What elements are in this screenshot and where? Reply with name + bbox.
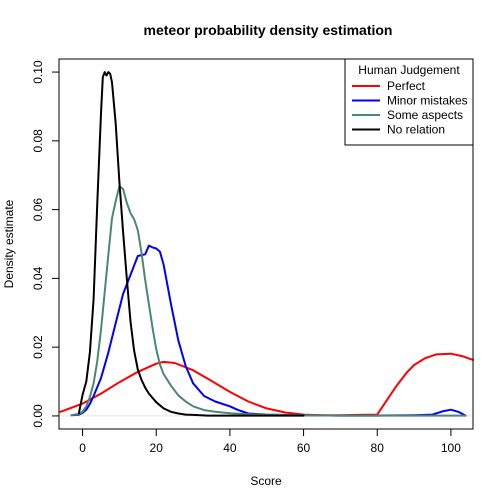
x-tick-label: 20 (150, 441, 164, 455)
series-line-no-relation (77, 71, 305, 417)
legend-label: Some aspects (387, 108, 463, 122)
legend-label: Minor mistakes (387, 94, 468, 108)
x-axis-label: Score (250, 474, 282, 488)
plot-lines (59, 71, 474, 417)
y-tick-label: 0.06 (31, 198, 45, 222)
y-axis-label: Density estimate (2, 199, 16, 288)
x-tick-label: 80 (371, 441, 385, 455)
legend-title: Human Judgement (358, 63, 460, 77)
y-tick-label: 0.08 (31, 129, 45, 153)
y-tick-label: 0.10 (31, 60, 45, 84)
y-tick-label: 0.02 (31, 335, 45, 359)
x-axis: 0 20 40 60 80 100 (79, 428, 461, 455)
series-line-perfect (59, 352, 474, 417)
x-tick-label: 40 (223, 441, 237, 455)
x-tick-label: 0 (79, 441, 86, 455)
legend-box (344, 58, 474, 146)
x-tick-label: 100 (441, 441, 461, 455)
legend-label: Perfect (387, 79, 426, 93)
x-tick-label: 60 (297, 441, 311, 455)
y-tick-label: 0.00 (31, 404, 45, 428)
chart-title: meteor probability density estimation (144, 22, 393, 38)
y-tick-label: 0.04 (31, 266, 45, 290)
y-axis: 0.00 0.02 0.04 0.06 0.08 0.10 (31, 60, 60, 428)
legend-label: No relation (387, 123, 445, 137)
series-line-some-aspects (70, 185, 467, 417)
